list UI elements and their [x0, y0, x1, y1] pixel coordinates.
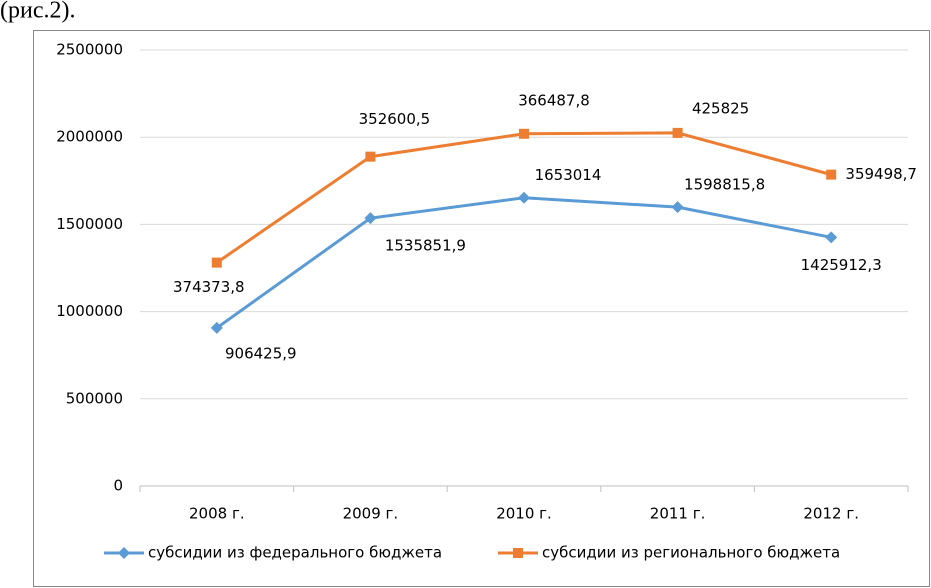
y-tick-label: 0	[113, 477, 123, 495]
data-label: 1598815,8	[684, 176, 765, 194]
data-label: 906425,9	[225, 344, 297, 362]
x-tick-label: 2009 г.	[343, 505, 399, 523]
marker	[211, 257, 222, 268]
marker	[210, 321, 223, 334]
y-tick-label: 2000000	[56, 128, 123, 146]
marker	[365, 151, 376, 162]
x-tick-label: 2011 г.	[650, 505, 706, 523]
marker	[825, 231, 838, 244]
marker	[513, 548, 523, 558]
data-label: 352600,5	[359, 110, 431, 128]
marker	[826, 169, 837, 180]
caption: (рис.2).	[0, 0, 75, 24]
data-label: 425825	[692, 99, 749, 117]
legend-label: субсидии из регионального бюджета	[542, 544, 840, 562]
data-label: 359498,7	[845, 165, 917, 183]
marker	[671, 201, 684, 214]
data-label: 374373,8	[173, 278, 245, 296]
series-line	[215, 196, 832, 330]
y-tick-label: 2500000	[56, 41, 123, 59]
legend-label: субсидии из федерального бюджета	[148, 544, 442, 562]
x-tick-label: 2010 г.	[496, 505, 552, 523]
data-label: 1535851,9	[385, 237, 466, 255]
y-tick-label: 1000000	[56, 302, 123, 320]
data-label: 1653014	[535, 166, 602, 184]
data-label: 366487,8	[518, 91, 590, 109]
marker	[672, 127, 683, 138]
chart-border	[33, 30, 930, 587]
marker	[118, 547, 130, 559]
marker	[364, 212, 377, 225]
marker	[519, 128, 529, 139]
x-tick-label: 2012 г.	[803, 505, 859, 523]
y-tick-label: 1500000	[56, 215, 123, 233]
data-label: 1425912,3	[801, 256, 882, 274]
x-tick-label: 2008 г.	[189, 505, 245, 523]
marker	[518, 191, 530, 204]
y-tick-label: 500000	[66, 389, 123, 407]
